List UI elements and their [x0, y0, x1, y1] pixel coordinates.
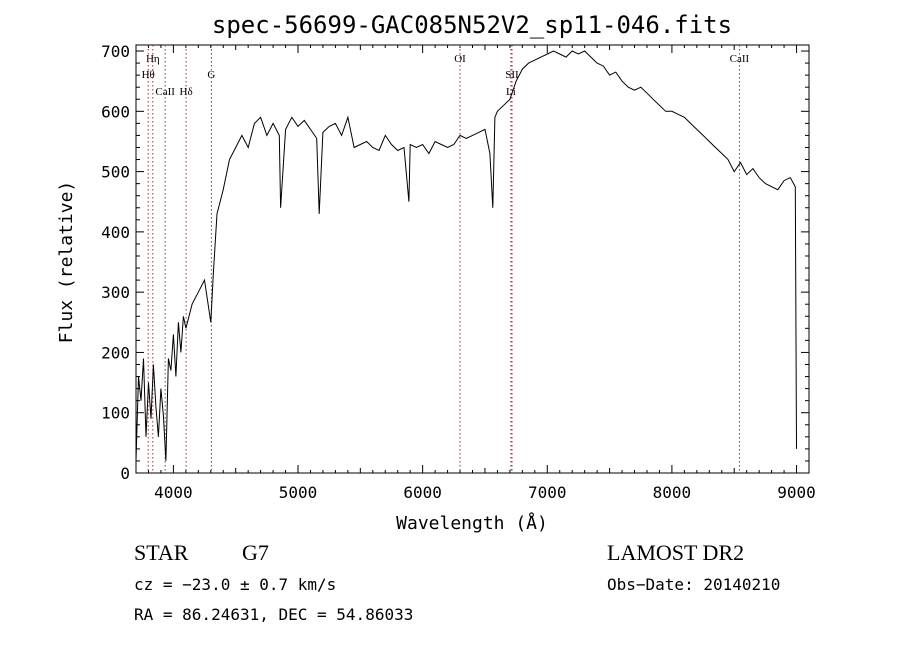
y-axis-label: Flux (relative) — [56, 181, 77, 344]
spectral-line-label: G — [207, 69, 215, 81]
y-tick-label: 300 — [101, 283, 130, 302]
redshift-readout: cz = −23.0 ± 0.7 km/s — [134, 575, 336, 594]
spectral-line-label: Li — [506, 86, 516, 98]
x-tick-label: 9000 — [777, 483, 816, 502]
object-class: STAR — [134, 540, 189, 565]
x-tick-label: 4000 — [154, 483, 193, 502]
y-tick-label: 700 — [101, 42, 130, 61]
y-tick-label: 500 — [101, 163, 130, 182]
coordinates: RA = 86.24631, DEC = 54.86033 — [134, 605, 413, 624]
plot-frame — [135, 44, 810, 474]
spectral-line-label: Hθ — [142, 69, 155, 81]
spectral-line-label: CaII — [730, 53, 750, 65]
spectral-subclass: G7 — [242, 540, 269, 565]
x-tick-label: 7000 — [528, 483, 567, 502]
obs-date: Obs−Date: 20140210 — [607, 575, 780, 594]
spectral-line-label: OI — [454, 53, 466, 65]
x-tick-label: 6000 — [403, 483, 442, 502]
y-tick-label: 400 — [101, 223, 130, 242]
survey-name: LAMOST DR2 — [607, 540, 744, 565]
y-tick-label: 0 — [120, 464, 130, 483]
spectral-line-markers: CaII Hη Hθ Hδ G OI SII Li CaII — [142, 45, 750, 473]
spectral-line-label: CaII — [155, 86, 175, 98]
spectrum-series-line — [135, 50, 797, 461]
chart-title: spec-56699-GAC085N52V2_sp11-046.fits — [212, 11, 732, 39]
spectral-line-label: SII — [505, 69, 519, 81]
x-tick-label: 8000 — [653, 483, 692, 502]
x-axis-ticks: 4000 5000 6000 7000 8000 9000 — [135, 45, 816, 502]
y-tick-label: 100 — [101, 404, 130, 423]
x-axis-label: Wavelength (Å) — [396, 512, 548, 534]
x-tick-label: 5000 — [279, 483, 318, 502]
y-axis-ticks: 0 100 200 300 400 500 600 700 — [101, 42, 809, 483]
spectral-line-label: Hδ — [180, 86, 193, 98]
spectral-line-label: Hη — [146, 53, 160, 65]
y-tick-label: 600 — [101, 102, 130, 121]
plot-axes — [135, 44, 810, 474]
y-tick-label: 200 — [101, 343, 130, 362]
